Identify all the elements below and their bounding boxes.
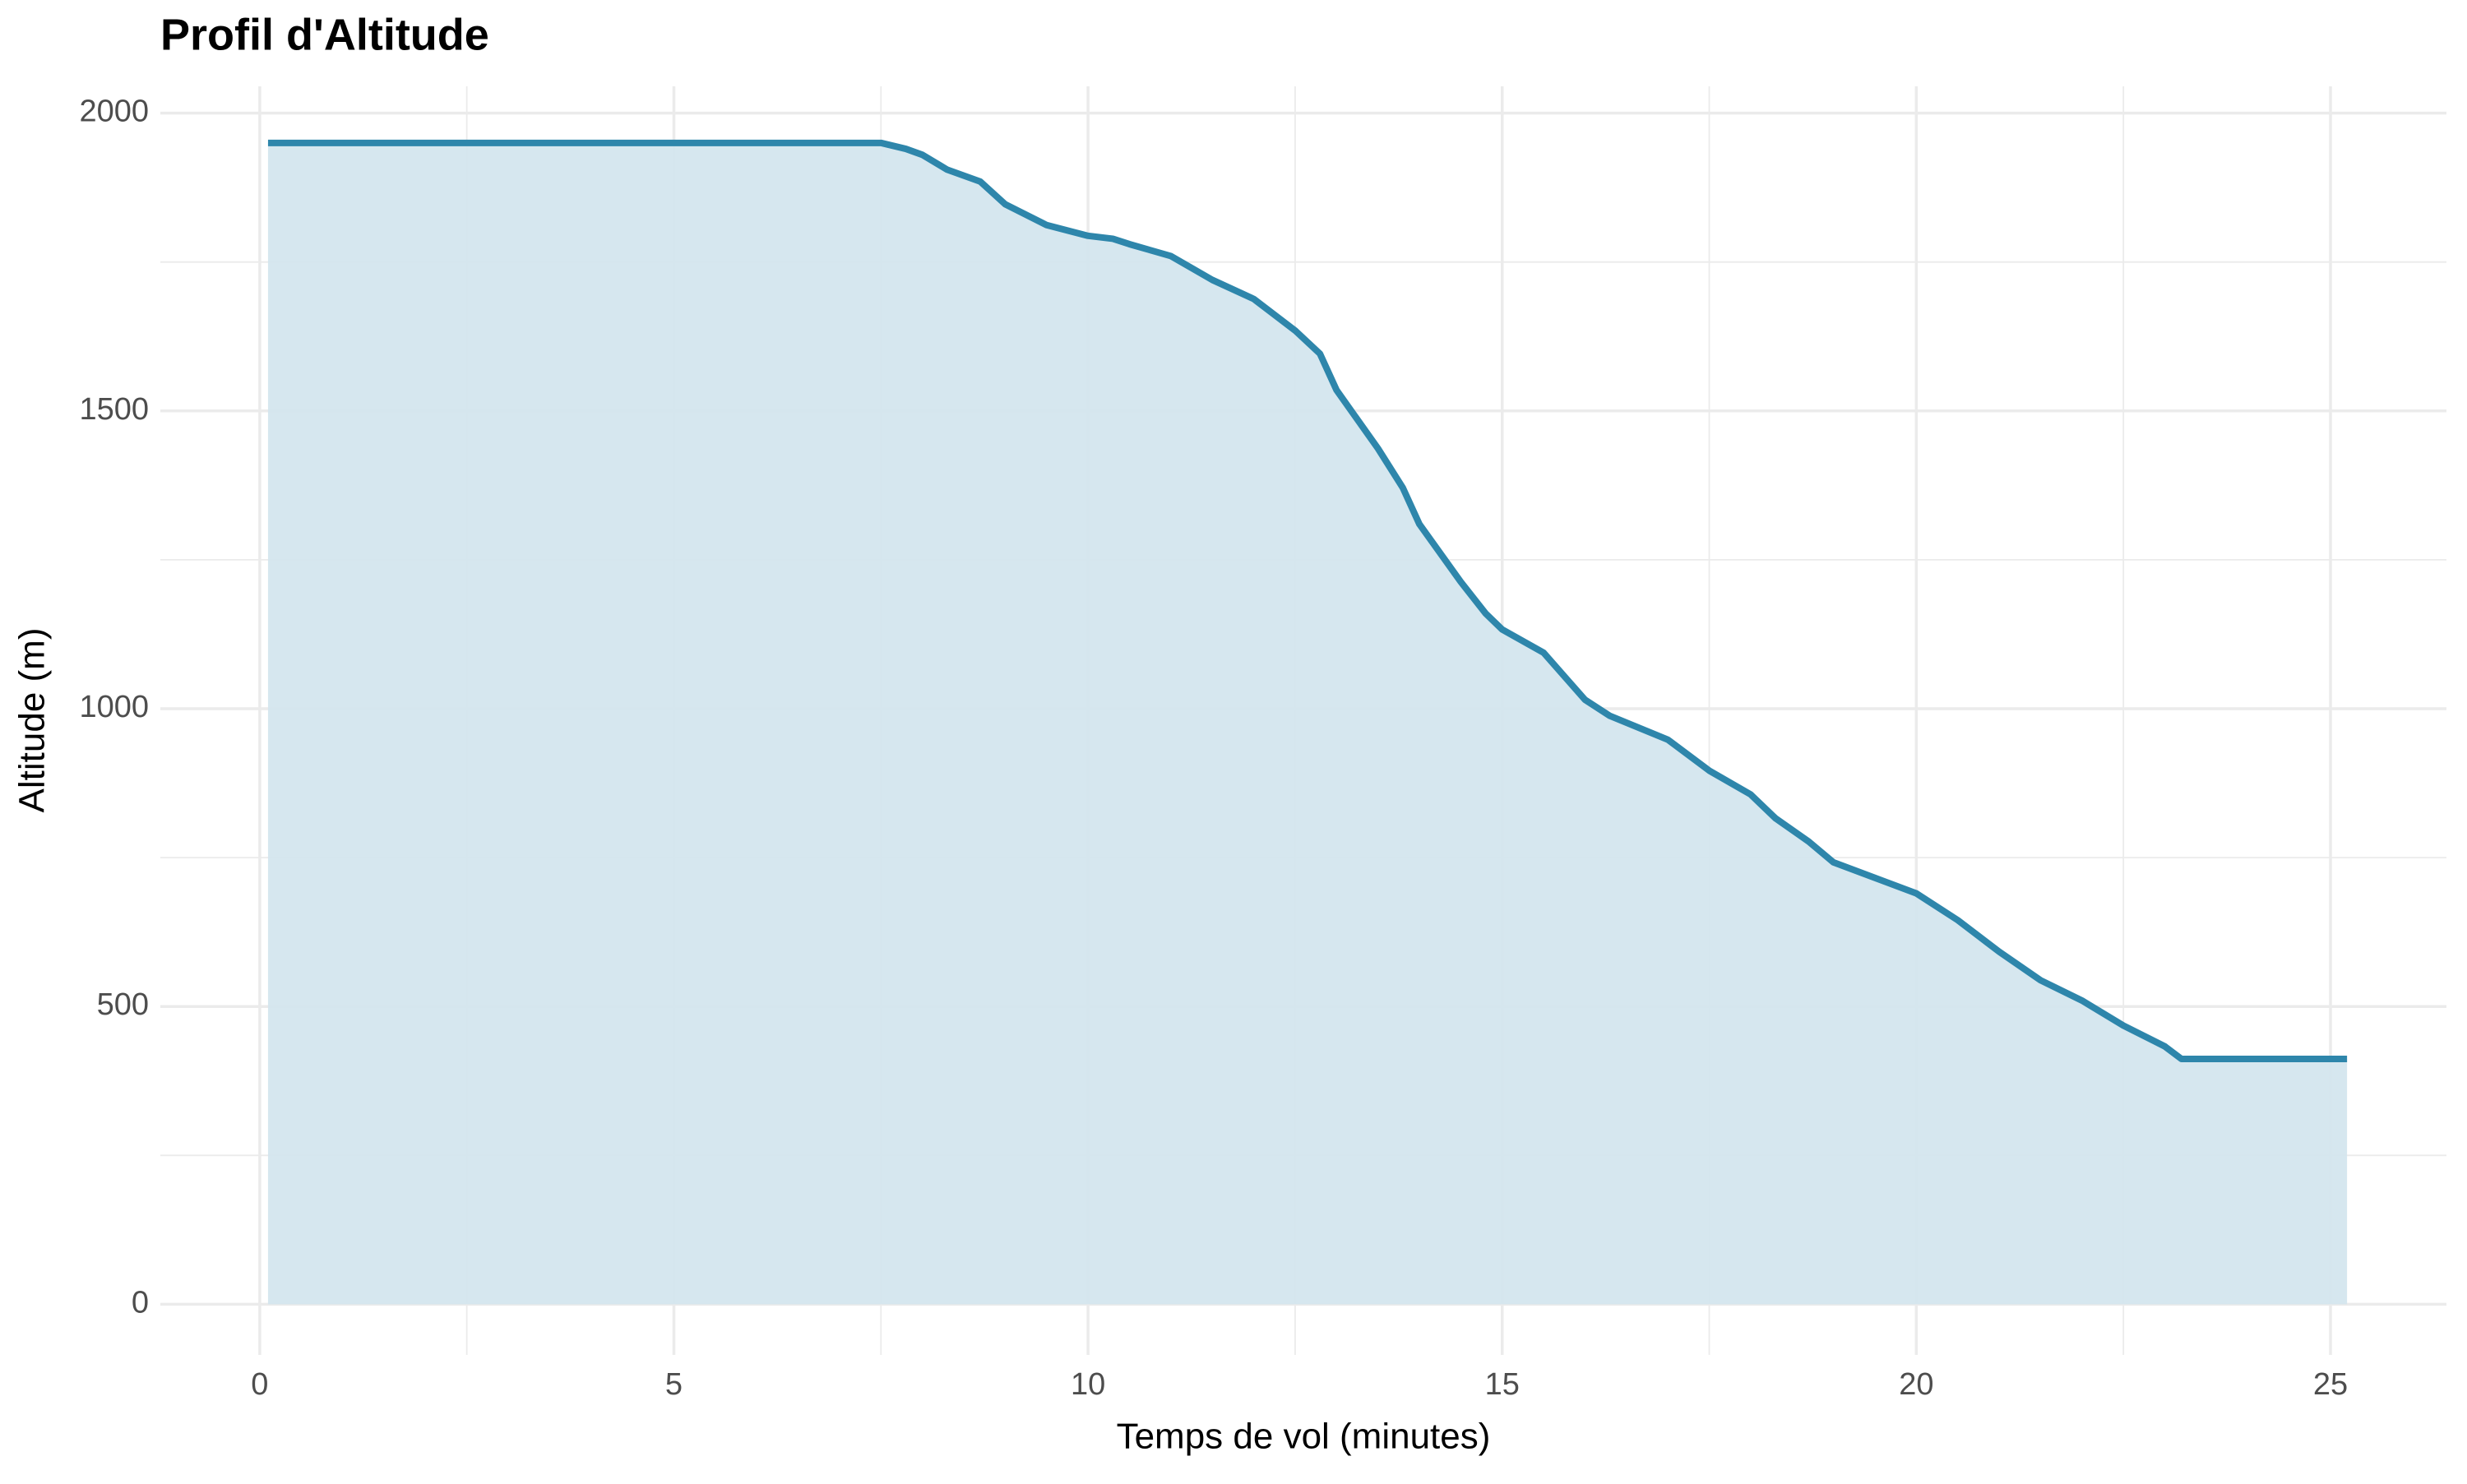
y-tick-label: 500 bbox=[97, 987, 149, 1022]
y-tick-label: 1000 bbox=[79, 690, 149, 724]
line bbox=[267, 139, 2348, 1062]
x-tick-label: 20 bbox=[1899, 1367, 1933, 1402]
y-tick-label: 1500 bbox=[79, 392, 149, 427]
x-tick-label: 10 bbox=[1071, 1367, 1105, 1402]
chart-title: Profil d'Altitude bbox=[160, 10, 489, 59]
x-axis-title: Temps de vol (minutes) bbox=[1117, 1417, 1491, 1457]
y-axis-title: Altitude (m) bbox=[12, 628, 53, 813]
x-tick-label: 0 bbox=[251, 1367, 268, 1402]
x-tick-label: 15 bbox=[1485, 1367, 1520, 1402]
x-tick-label: 25 bbox=[2313, 1367, 2348, 1402]
y-tick-label: 2000 bbox=[79, 95, 149, 129]
x-tick-label: 5 bbox=[665, 1367, 683, 1402]
area-fill bbox=[267, 142, 2348, 1305]
y-tick-label: 0 bbox=[132, 1285, 149, 1320]
